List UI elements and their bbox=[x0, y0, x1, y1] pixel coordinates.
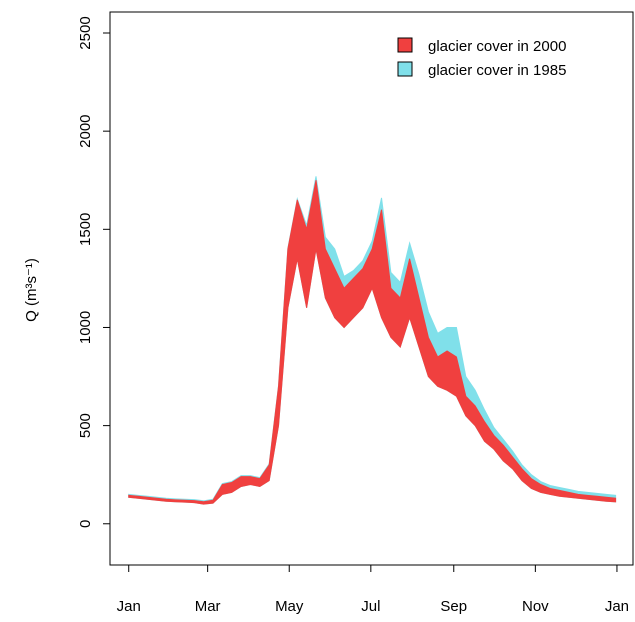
x-tick-label: Mar bbox=[195, 598, 221, 615]
legend-swatch bbox=[397, 37, 413, 53]
x-tick-label: Sep bbox=[440, 598, 467, 615]
legend-label: glacier cover in 1985 bbox=[428, 62, 566, 79]
x-tick-label: Jul bbox=[361, 598, 380, 615]
band bbox=[128, 180, 617, 505]
legend-label: glacier cover in 2000 bbox=[428, 38, 566, 55]
y-tick-label: 500 bbox=[77, 413, 94, 438]
x-tick-label: Jan bbox=[605, 598, 629, 615]
y-tick-label: 1000 bbox=[77, 311, 94, 344]
band bbox=[128, 176, 617, 505]
legend-swatch bbox=[397, 61, 413, 77]
x-tick-label: Jan bbox=[117, 598, 141, 615]
y-tick-label: 2500 bbox=[77, 16, 94, 49]
x-tick-label: May bbox=[275, 598, 304, 615]
y-axis-label: Q (m³s⁻¹) bbox=[23, 258, 40, 322]
y-tick-label: 0 bbox=[77, 520, 94, 528]
x-tick-label: Nov bbox=[522, 598, 549, 615]
y-tick-label: 2000 bbox=[77, 114, 94, 147]
y-tick-label: 1500 bbox=[77, 213, 94, 246]
